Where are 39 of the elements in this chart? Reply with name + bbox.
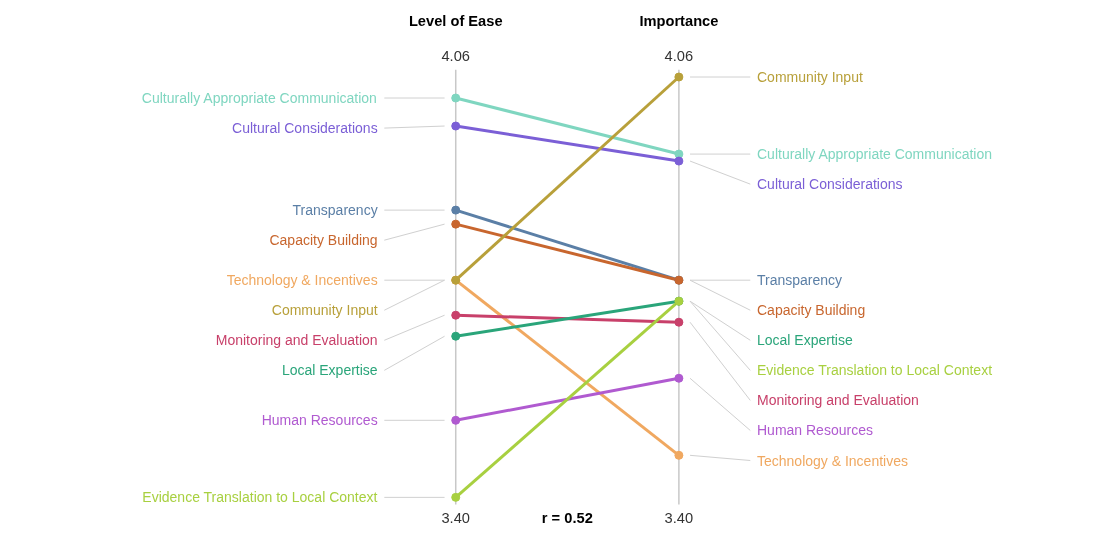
point — [451, 121, 461, 131]
point — [674, 149, 684, 159]
point — [451, 205, 461, 215]
text: Culturally Appropriate Communication — [756, 146, 992, 163]
point — [674, 317, 684, 327]
text: Monitoring and Evaluation — [215, 332, 378, 349]
text: Human Resources — [261, 412, 378, 429]
text: Cultural Considerations — [232, 120, 378, 137]
point — [451, 331, 461, 341]
text: Culturally Appropriate Communication — [141, 90, 377, 107]
text: Transparency — [292, 202, 378, 219]
text: 3.40 — [664, 510, 694, 527]
point — [451, 310, 461, 320]
text: Local Expertise — [281, 362, 378, 379]
text: Transparency — [756, 272, 843, 289]
point — [674, 156, 684, 166]
point — [674, 72, 684, 82]
text: 4.06 — [664, 47, 694, 64]
text: Evidence Translation to Local Context — [756, 362, 993, 379]
text: Capacity Building — [756, 302, 866, 319]
point — [674, 373, 684, 383]
x-tick-label: Importance — [639, 13, 719, 30]
point — [451, 415, 461, 425]
point — [451, 93, 461, 103]
point — [451, 219, 461, 229]
text: Capacity Building — [269, 232, 378, 249]
text: Community Input — [756, 69, 863, 86]
text: Community Input — [271, 302, 378, 319]
text: Monitoring and Evaluation — [756, 392, 919, 409]
x-tick-label: Level of Ease — [408, 13, 503, 30]
text: Human Resources — [756, 422, 873, 439]
text: Evidence Translation to Local Context — [142, 489, 378, 506]
point — [674, 450, 684, 460]
text: Cultural Considerations — [756, 176, 903, 193]
text: Technology & Incentives — [226, 272, 378, 289]
text: Technology & Incentives — [756, 452, 908, 469]
text: Local Expertise — [756, 332, 853, 349]
annotation: r = 0.52 — [541, 510, 593, 527]
point — [451, 492, 461, 502]
